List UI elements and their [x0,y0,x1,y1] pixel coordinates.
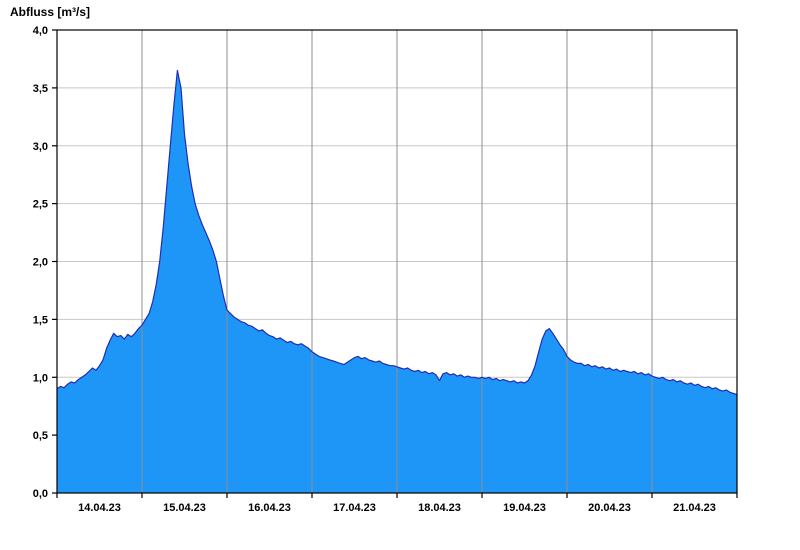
y-axis-tick-label: 1,0 [33,372,48,384]
y-axis-tick-label: 0,0 [33,488,48,500]
x-axis-day-label: 21.04.23 [673,502,716,514]
y-axis-tick-label: 0,5 [33,430,48,442]
y-axis-tick-label: 4,0 [33,25,48,37]
y-axis-tick-label: 1,5 [33,314,48,326]
y-axis-tick-label: 3,0 [33,141,48,153]
x-axis-day-label: 17.04.23 [333,502,376,514]
day-divider-gridlines [141,30,653,493]
chart-title: Abfluss [m³/s] [10,5,90,19]
x-axis-day-label: 14.04.23 [78,502,121,514]
x-axis-day-label: 15.04.23 [163,502,206,514]
x-axis-day-label: 20.04.23 [588,502,631,514]
y-axis-tick-label: 2,0 [33,257,48,269]
discharge-trace [56,69,738,396]
x-axis-day-label: 16.04.23 [248,502,291,514]
y-axis: 0,0 0,5 1,0 1,5 2,0 2,5 3,0 3,5 4,0 [33,25,57,500]
discharge-line [56,69,738,396]
y-axis-tick-label: 3,5 [33,83,48,95]
x-axis-day-label: 18.04.23 [418,502,461,514]
x-axis: 14.04.23 15.04.23 16.04.23 17.04.23 18.04.23… [56,493,738,514]
y-axis-tick-label: 2,5 [33,199,48,211]
x-axis-day-label: 19.04.23 [503,502,546,514]
